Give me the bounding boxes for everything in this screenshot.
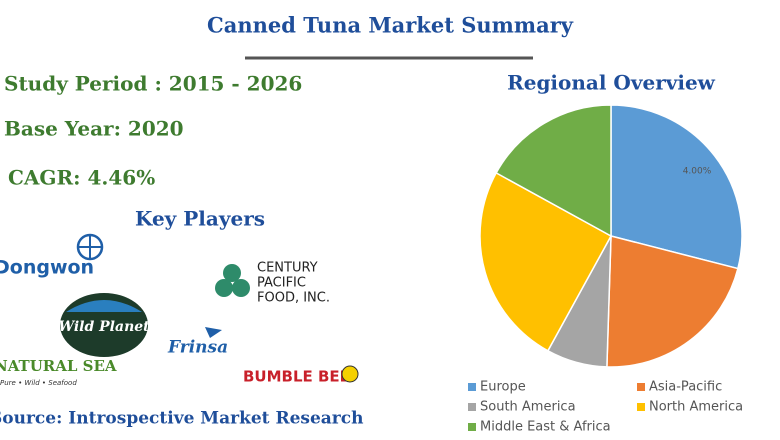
page-title: Canned Tuna Market Summary [207,13,574,38]
legend-label: Europe [480,380,526,395]
wildplanet-wave [66,300,142,312]
frinsa-flag [205,327,222,338]
legend-label: South America [480,400,576,415]
logo-naturalsea: NATURAL SEA [0,357,117,375]
legend-swatch [637,383,645,391]
legend-swatch [637,403,645,411]
logo-dongwon: Dongwon [0,257,94,279]
logo-century: PACIFIC [257,276,306,291]
logo-century: CENTURY [257,261,318,276]
century-dot [215,279,233,297]
century-dot [232,279,250,297]
legend-swatch [468,423,476,431]
study-period: Study Period : 2015 - 2026 [4,72,302,96]
legend-swatch [468,383,476,391]
pie-slice [610,104,743,270]
logo-frinsa: Frinsa [167,338,228,358]
slice-annotation: 4.00% [683,167,712,177]
source: Source: Introspective Market Research [0,409,363,429]
chart-title: Regional Overview [507,71,716,95]
legend-label: Asia-Pacific [649,380,722,395]
legend: Europe Asia-Pacific South America North Ame… [468,380,743,435]
legend-label: Middle East & Africa [480,420,611,435]
legend-swatch [468,403,476,411]
pie-slice [479,171,613,352]
key-players-title: Key Players [135,207,265,231]
cagr: CAGR: 4.46% [8,166,155,190]
pie-slice [495,104,612,238]
logo-naturalsea-tag: Pure • Wild • Seafood [0,379,77,387]
base-year: Base Year: 2020 [4,117,184,141]
logo-wildplanet: Wild Planet [58,319,150,335]
pie: 4.00% [479,104,743,368]
logo-century: FOOD, INC. [257,291,330,306]
legend-label: North America [649,400,743,415]
pie-slice [606,235,739,368]
logo-bumblebee: BUMBLE BEE [243,368,350,386]
bumblebee-icon [341,365,359,383]
century-dot [223,264,241,282]
